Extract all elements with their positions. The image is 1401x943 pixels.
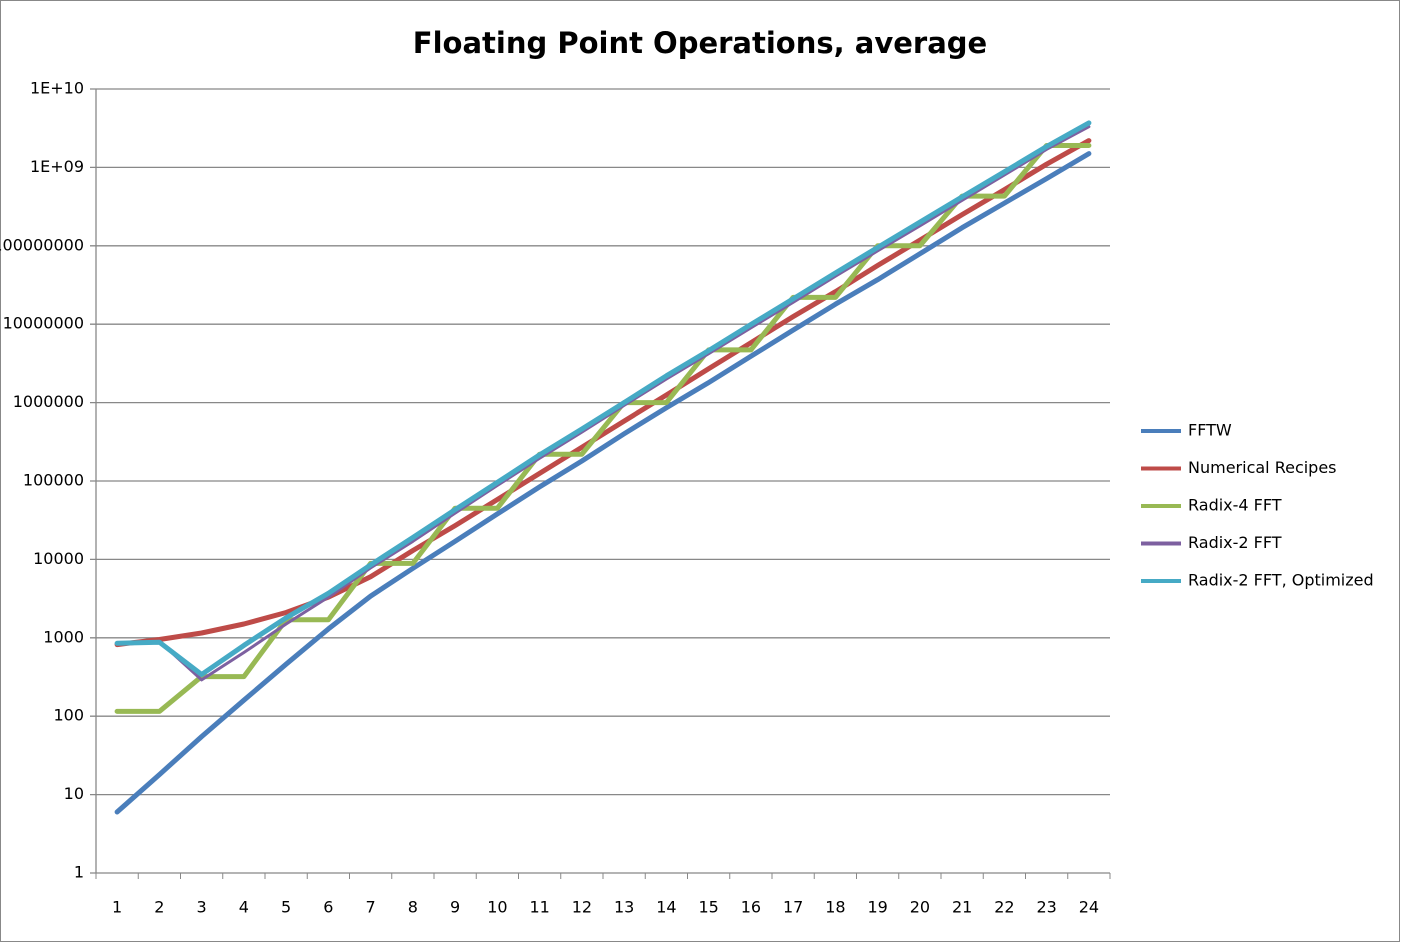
x-tick-label: 6 xyxy=(323,898,333,917)
x-tick-label: 12 xyxy=(572,898,592,917)
x-tick-label: 7 xyxy=(366,898,376,917)
y-tick-label: 10000000 xyxy=(3,314,84,333)
series-line xyxy=(114,120,1092,677)
x-tick-label: 4 xyxy=(239,898,249,917)
x-tick-label: 19 xyxy=(867,898,887,917)
y-tick-label: 10 xyxy=(64,784,84,803)
x-tick-label: 11 xyxy=(529,898,549,917)
y-tick-label: 1E+10 xyxy=(30,79,84,98)
y-tick-label: 1000000 xyxy=(13,392,84,411)
y-tick-label: 100000 xyxy=(23,471,84,490)
y-tick-label: 100000000 xyxy=(0,235,84,254)
series-line xyxy=(115,125,1091,682)
x-tick-label: 17 xyxy=(783,898,803,917)
x-tick-label: 2 xyxy=(154,898,164,917)
y-tick-label: 100 xyxy=(53,706,84,725)
legend-label: Radix-2 FFT, Optimized xyxy=(1188,571,1374,590)
x-tick-label: 14 xyxy=(656,898,676,917)
legend-label: Radix-4 FFT xyxy=(1188,496,1282,515)
x-tick-label: 18 xyxy=(825,898,845,917)
x-tick-label: 22 xyxy=(994,898,1014,917)
y-tick-label: 10000 xyxy=(33,549,84,568)
x-tick-label: 1 xyxy=(112,898,122,917)
x-tick-label: 24 xyxy=(1079,898,1099,917)
x-tick-label: 23 xyxy=(1036,898,1056,917)
x-tick-label: 16 xyxy=(741,898,761,917)
x-tick-label: 3 xyxy=(197,898,207,917)
y-tick-label: 1 xyxy=(74,863,84,882)
legend-label: Radix-2 FFT xyxy=(1188,533,1282,552)
x-tick-label: 20 xyxy=(910,898,930,917)
y-tick-label: 1000 xyxy=(43,627,84,646)
x-tick-label: 8 xyxy=(408,898,418,917)
legend-label: FFTW xyxy=(1188,421,1232,440)
chart-title: Floating Point Operations, average xyxy=(413,26,987,60)
x-tick-label: 15 xyxy=(698,898,718,917)
y-tick-label: 1E+09 xyxy=(30,157,84,176)
x-tick-label: 5 xyxy=(281,898,291,917)
legend-label: Numerical Recipes xyxy=(1188,458,1337,477)
x-tick-label: 13 xyxy=(614,898,634,917)
x-tick-label: 10 xyxy=(487,898,507,917)
x-tick-label: 9 xyxy=(450,898,460,917)
series-line xyxy=(114,151,1092,815)
x-tick-label: 21 xyxy=(952,898,972,917)
